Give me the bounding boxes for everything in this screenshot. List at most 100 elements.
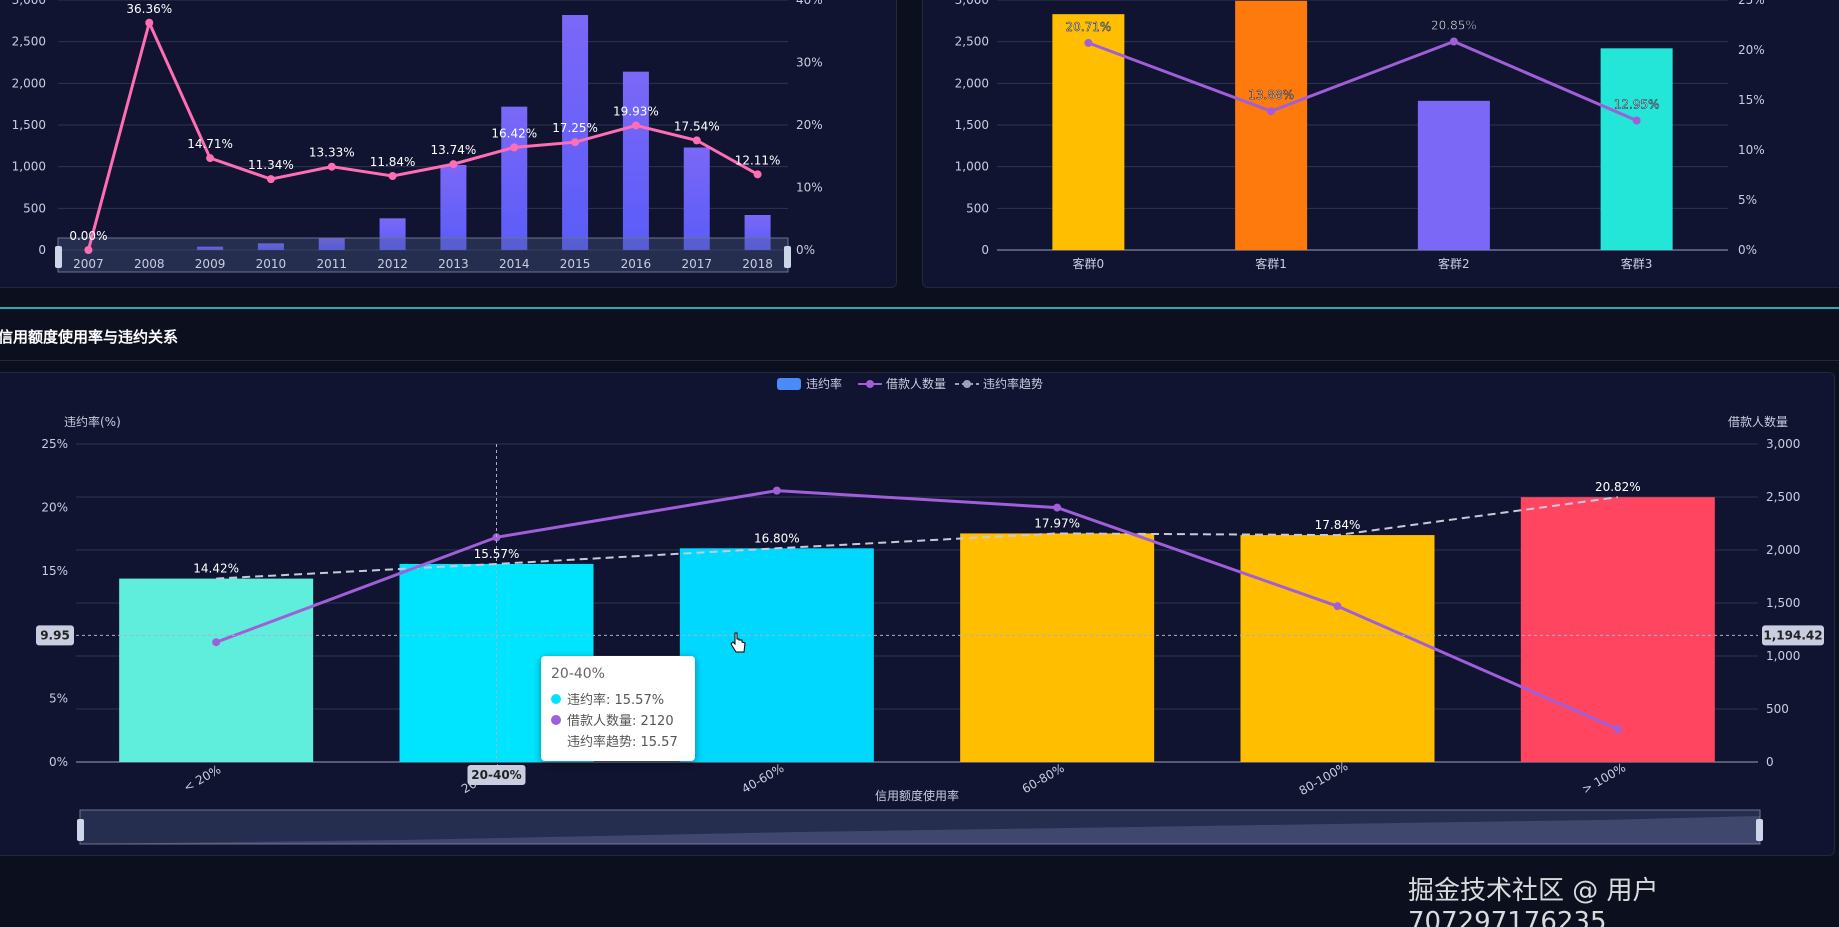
c2-rate-point	[1267, 107, 1276, 116]
c3-bar	[679, 548, 874, 762]
c2-bar	[1235, 0, 1308, 251]
c1-rate-point	[266, 175, 275, 184]
c1-rate-line	[86, 18, 759, 251]
c1-bar	[501, 106, 528, 251]
c3-y-right-tick: 500	[1766, 702, 1789, 716]
c1-bar	[379, 218, 406, 250]
tooltip-title: 20-40%	[551, 666, 605, 682]
c3-y-right-tick: 1,000	[1766, 649, 1800, 663]
c1-x-tick: 2008	[134, 257, 165, 271]
c1-bar	[744, 215, 771, 250]
c3-zoom-shadow	[80, 816, 1760, 844]
tooltip-row-count: 借款人数量: 2120	[551, 709, 685, 730]
c1-y-left-tick: 500	[23, 201, 46, 215]
c2-x-tick: 客群3	[1621, 256, 1653, 271]
c1-rate-label: 14.71%	[187, 137, 233, 151]
c1-y-left-tick: 2,000	[12, 76, 46, 90]
c1-rate-point	[327, 162, 336, 171]
c1-x-tick: 2009	[195, 257, 226, 271]
c3-y-right-tick: 2,500	[1766, 490, 1800, 504]
c2-y-right-tick: 5%	[1738, 193, 1757, 207]
c3-x-tick: < 20%	[181, 762, 223, 794]
c1-rate-point	[449, 160, 458, 169]
c2-y-left-tick: 1,000	[955, 160, 989, 174]
c3-x-tick: 80-100%	[1297, 759, 1351, 798]
c1-rate-point	[631, 121, 640, 130]
c1-y-right-tick: 30%	[796, 56, 823, 70]
c1-bar	[622, 71, 649, 251]
c3-zoom-handle-left	[77, 819, 84, 841]
tooltip-trend-text: 违约率趋势: 15.57	[567, 735, 678, 750]
c1-zoom-handle-right	[784, 246, 791, 268]
c1-rate-label: 16.42%	[491, 126, 537, 140]
c1-rate-label: 13.33%	[309, 146, 355, 160]
c3-bar	[1240, 535, 1435, 762]
c3-bar	[119, 578, 314, 762]
c3-bar-label: 17.84%	[1315, 518, 1361, 532]
c3-bar-label: 16.80%	[754, 531, 800, 545]
c1-bar	[318, 237, 345, 250]
c1-rate-label: 17.54%	[674, 119, 720, 133]
c1-rate-point	[84, 246, 93, 254]
c3-y-right-title: 借款人数量	[1728, 414, 1788, 429]
c2-x-tick: 客群2	[1438, 256, 1470, 271]
c2-rate-label: 20.71%	[1065, 20, 1111, 34]
c1-rate-label: 0.00%	[69, 229, 107, 243]
c2-x-tick: 客群1	[1255, 256, 1287, 271]
c1-y-left-tick: 2,500	[12, 35, 46, 49]
tooltip-row-rate: 违约率: 15.57%	[551, 688, 685, 709]
c1-x-tick: 2017	[681, 257, 712, 271]
c3-zoom-handle-right	[1756, 819, 1763, 841]
c3-count-line	[215, 489, 1619, 731]
c1-rate-label: 17.25%	[552, 121, 598, 135]
c2-y-right-tick: 25%	[1738, 0, 1765, 7]
c1-y-right-tick: 10%	[796, 181, 823, 195]
c1-y-left-tick: 3,000	[12, 0, 46, 7]
c2-rate-label: 20.85%	[1431, 19, 1477, 33]
c1-x-tick: 2014	[499, 257, 530, 271]
c1-x-tick: 2011	[316, 257, 347, 271]
legend-swatch-trend-dot	[963, 380, 971, 388]
c3-y-left-tick: 20%	[41, 501, 68, 515]
c1-x-tick: 2012	[377, 257, 408, 271]
tooltip-rate-text: 违约率: 15.57%	[567, 693, 665, 708]
c3-y-left-tick: 25%	[41, 437, 68, 451]
c1-x-tick: 2013	[438, 257, 469, 271]
c1-bar	[257, 243, 284, 250]
c3-bar-label: 17.97%	[1034, 516, 1080, 530]
c2-rate-line	[1087, 39, 1638, 122]
c2-y-right-tick: 10%	[1738, 143, 1765, 157]
c2-y-right-tick: 15%	[1738, 93, 1765, 107]
c3-x-tick: 40-60%	[739, 761, 786, 796]
c3-crosshair-left-badge	[36, 625, 74, 646]
legend-label-rate: 违约率	[806, 376, 842, 391]
c3-x-tick: > 100%	[1579, 760, 1628, 796]
c1-bar	[683, 147, 710, 250]
c3-bar	[1520, 497, 1715, 762]
c2-y-left-tick: 2,000	[955, 76, 989, 90]
c1-rate-label: 19.93%	[613, 104, 659, 118]
c1-y-right-tick: 0%	[796, 243, 815, 257]
c3-count-point	[1613, 725, 1622, 734]
section-divider	[0, 307, 1839, 309]
tooltip-row-trend: 违约率趋势: 15.57	[551, 730, 685, 751]
c2-bar	[1600, 48, 1673, 251]
c1-x-tick: 2015	[560, 257, 591, 271]
c1-y-left-tick: 1,000	[12, 160, 46, 174]
c3-x-title: 信用额度使用率	[875, 788, 959, 803]
c3-bar	[960, 533, 1155, 762]
cursor-hand-icon	[730, 632, 746, 654]
c1-bar	[197, 246, 224, 250]
c1-rate-label: 11.34%	[248, 158, 294, 172]
c1-y-left-tick: 1,500	[12, 118, 46, 132]
watermark-text: 掘金技术社区 @ 用户707297176235	[1408, 876, 1659, 927]
c3-x-tick: 60-80%	[1020, 761, 1067, 796]
c3-y-right-tick: 0	[1766, 755, 1774, 769]
c1-y-right-tick: 40%	[796, 0, 823, 7]
c2-rate-label: 13.88%	[1248, 88, 1294, 102]
c1-x-tick: 2018	[742, 257, 773, 271]
c1-rate-point	[206, 154, 215, 163]
legend-label-trend: 违约率趋势	[983, 376, 1043, 391]
